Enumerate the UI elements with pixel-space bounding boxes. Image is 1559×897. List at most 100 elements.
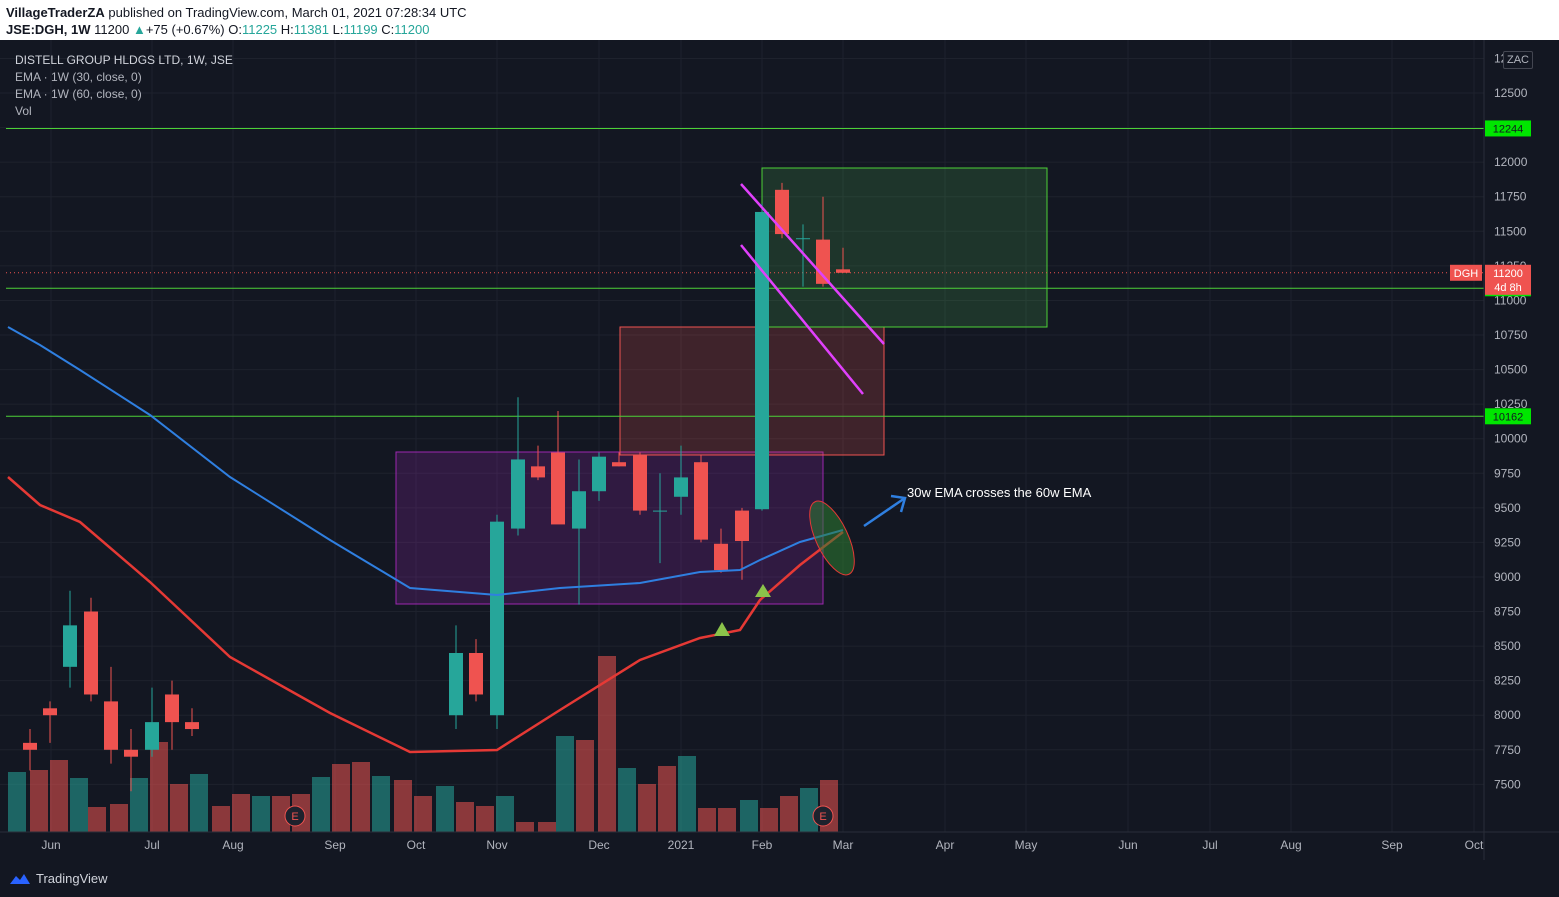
x-tick-label: Dec — [588, 838, 609, 852]
ema60-line[interactable] — [7, 476, 844, 754]
price-tag[interactable] — [1485, 408, 1531, 425]
ema30-legend[interactable]: EMA · 1W (30, close, 0) — [15, 70, 142, 84]
y-tick-label: 12000 — [1494, 155, 1528, 169]
volume-bar — [538, 822, 556, 832]
drawings: E E 30w EMA crosses the 60w EMA — [284, 183, 1092, 827]
candle-body[interactable] — [755, 211, 769, 510]
symbol-tag[interactable] — [1450, 264, 1482, 281]
annotation-text[interactable]: 30w EMA crosses the 60w EMA — [907, 485, 1092, 500]
volume-bar — [678, 756, 696, 832]
trendline-upper[interactable] — [740, 183, 885, 345]
y-tick-label: 11750 — [1494, 190, 1527, 204]
candle-body[interactable] — [796, 238, 810, 240]
tradingview-logo[interactable]: TradingView — [8, 871, 108, 886]
candle-body[interactable] — [449, 653, 463, 716]
candle-body[interactable] — [674, 477, 688, 497]
earnings-icon[interactable] — [284, 805, 306, 827]
y-tick-label: 8500 — [1494, 639, 1521, 653]
tradingview-logo-icon — [10, 873, 30, 884]
y-tick-label: 11500 — [1494, 224, 1527, 238]
volume-bar — [394, 780, 412, 832]
candle-body[interactable] — [490, 521, 504, 716]
volume-bar — [576, 740, 594, 832]
candle-body[interactable] — [633, 455, 647, 511]
candle-body[interactable] — [104, 701, 118, 750]
last-price-tag[interactable] — [1485, 264, 1531, 295]
volume-bar — [658, 766, 676, 832]
candle-body[interactable] — [735, 510, 749, 542]
candle-body[interactable] — [185, 722, 199, 730]
candle-body[interactable] — [836, 269, 850, 273]
candle-body[interactable] — [653, 510, 667, 512]
crossover-ellipse[interactable] — [801, 495, 864, 581]
volume-bar — [8, 772, 26, 832]
trendline-lower[interactable] — [740, 244, 864, 395]
symbol-label: JSE:DGH, 1W — [6, 22, 91, 37]
ema60-legend[interactable]: EMA · 1W (60, close, 0) — [15, 87, 142, 101]
author-name[interactable]: VillageTraderZA — [6, 5, 105, 20]
candle-body[interactable] — [145, 722, 159, 750]
candle-body[interactable] — [43, 708, 57, 716]
open-value: 11225 — [241, 22, 278, 37]
volume-bar — [598, 656, 616, 832]
y-tick-label: 12500 — [1494, 86, 1528, 100]
candle-body[interactable] — [551, 452, 565, 525]
chart-zones — [395, 167, 1048, 605]
earnings-icon[interactable] — [812, 805, 834, 827]
x-tick-label: Jun — [41, 838, 60, 852]
candle-body[interactable] — [775, 189, 789, 235]
publish-info: published on TradingView.com, March 01, … — [108, 5, 467, 20]
instrument-title: DISTELL GROUP HLDGS LTD, 1W, JSE — [15, 53, 233, 67]
candle-body[interactable] — [469, 653, 483, 695]
y-tick-label: 7500 — [1494, 777, 1521, 791]
volume-bar — [88, 807, 106, 832]
low-value: 11199 — [343, 22, 378, 37]
volume-bar — [516, 822, 534, 832]
target-zone-box[interactable] — [761, 167, 1048, 328]
x-tick-label: Aug — [1280, 838, 1301, 852]
volume-bars — [8, 656, 838, 832]
chart-grid — [0, 40, 1484, 832]
last-price: 11200 — [94, 22, 130, 37]
candle-body[interactable] — [84, 611, 98, 695]
time-axis[interactable]: Jun Jul Aug Sep Oct Nov Dec 2021 Feb Mar Apr May Jun… — [0, 831, 1559, 852]
countdown-label: 4d 8h — [1494, 282, 1522, 294]
candle-body[interactable] — [531, 466, 545, 478]
up-arrow-icon: ▲ — [132, 22, 146, 37]
volume-bar — [272, 796, 290, 832]
annotation-arrow[interactable] — [863, 496, 906, 528]
candle-body[interactable] — [511, 459, 525, 529]
x-tick-label: Apr — [936, 838, 955, 852]
volume-bar — [496, 796, 514, 832]
x-tick-label: Jul — [1202, 838, 1217, 852]
volume-legend[interactable]: Vol — [15, 104, 32, 118]
stop-zone-box[interactable] — [619, 326, 885, 456]
candle-body[interactable] — [124, 749, 138, 757]
y-tick-label: 9250 — [1494, 535, 1521, 549]
y-tick-label: 9750 — [1494, 466, 1521, 480]
candle-body[interactable] — [23, 742, 37, 750]
currency-badge[interactable]: ZAC — [1503, 51, 1533, 69]
consolidation-box[interactable] — [395, 451, 824, 605]
x-tick-label: 2021 — [668, 838, 695, 852]
candle-body[interactable] — [572, 491, 586, 529]
price-tag[interactable] — [1485, 120, 1531, 137]
price-chart[interactable]: E E 30w EMA crosses the 60w EMA 7500 7750… — [0, 40, 1559, 860]
candle-body[interactable] — [694, 462, 708, 540]
volume-bar — [150, 742, 168, 832]
volume-bar — [170, 784, 188, 832]
volume-bar — [638, 784, 656, 832]
candle-body[interactable] — [165, 694, 179, 723]
candle-body[interactable] — [63, 625, 77, 667]
brand-name: TradingView — [36, 871, 108, 886]
candle-body[interactable] — [714, 543, 728, 571]
ema30-line[interactable] — [7, 326, 844, 597]
candle-body[interactable] — [592, 456, 606, 492]
price-axis[interactable]: 7500 7750 8000 8250 8500 8750 9000 9250 9500 9750… — [1483, 40, 1528, 860]
volume-bar — [50, 760, 68, 832]
volume-bar — [780, 796, 798, 832]
volume-bar — [372, 776, 390, 832]
volume-bar — [556, 736, 574, 832]
publish-line: VillageTraderZA published on TradingView… — [6, 5, 467, 20]
candle-body[interactable] — [612, 462, 626, 467]
